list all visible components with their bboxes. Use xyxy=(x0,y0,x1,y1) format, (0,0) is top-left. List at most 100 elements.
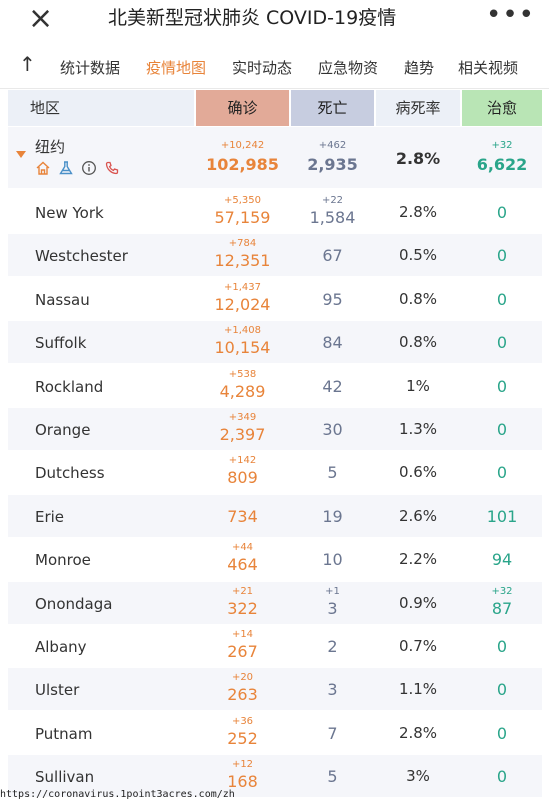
deaths-count: 30 xyxy=(322,420,343,439)
confirmed-delta: +44 xyxy=(231,542,254,554)
back-to-top-icon[interactable]: ↑ xyxy=(19,52,36,76)
county-name: Albany xyxy=(35,638,87,656)
confirmed-count: 10,154 xyxy=(214,338,271,358)
tab-outbreak-map[interactable]: 疫情地图 xyxy=(146,59,207,77)
county-name: Nassau xyxy=(35,290,90,309)
recovered-count: 87 xyxy=(491,598,513,618)
header-deaths[interactable]: 死亡 xyxy=(291,90,374,126)
recovered-count: 0 xyxy=(496,767,508,787)
confirmed-delta: +1,437 xyxy=(223,281,261,293)
table-row[interactable]: Monroe +44 464 10 2.2% 94 xyxy=(8,538,542,580)
fatality-rate: 1.3% xyxy=(398,420,438,438)
fatality-rate: 1.1% xyxy=(398,680,438,699)
recovered-count: 0 xyxy=(496,680,508,700)
confirmed-delta: +5,350 xyxy=(223,195,261,206)
table-row[interactable]: Ulster +20 263 3 1.1% 0 xyxy=(8,668,542,711)
table-row[interactable]: Westchester +784 12,351 67 0.5% 0 xyxy=(8,234,542,277)
confirmed-count: 252 xyxy=(227,728,258,748)
confirmed-count: 168 xyxy=(227,772,258,792)
table-row[interactable]: Erie 734 19 2.6% 101 xyxy=(8,494,542,537)
tab-trends[interactable]: 趋势 xyxy=(404,59,435,77)
table-row[interactable]: Albany +14 267 2 0.7% 0 xyxy=(8,625,542,667)
confirmed-delta: +142 xyxy=(228,455,257,467)
recovered-count: 0 xyxy=(496,289,508,309)
recovered-delta: +32 xyxy=(491,585,513,597)
confirmed-count: 464 xyxy=(227,555,258,575)
tab-emergency-supplies[interactable]: 应急物资 xyxy=(318,59,379,77)
confirmed-count: 322 xyxy=(227,598,258,618)
county-name: Orange xyxy=(35,421,91,439)
table-row[interactable]: Putnam +36 252 7 2.8% 0 xyxy=(8,712,542,754)
header-confirmed[interactable]: 确诊 xyxy=(196,90,289,126)
state-name: 纽约 xyxy=(35,138,66,156)
state-recovered: 6,622 xyxy=(476,155,528,174)
table-row[interactable]: Suffolk +1,408 10,154 84 0.8% 0 xyxy=(8,321,542,364)
state-deaths-delta: +462 xyxy=(318,140,347,151)
fatality-rate: 2.6% xyxy=(398,506,438,525)
header-fatality-rate[interactable]: 病死率 xyxy=(376,90,460,126)
deaths-count: 67 xyxy=(322,246,343,266)
info-icon[interactable] xyxy=(81,160,97,176)
deaths-count: 10 xyxy=(322,550,343,570)
top-bar: × 北美新型冠状肺炎 COVID-19疫情 ••• xyxy=(0,0,549,42)
tab-bar: ↑ 统计数据 疫情地图 实时动态 应急物资 趋势 相关视频 xyxy=(0,46,549,89)
recovered-count: 0 xyxy=(496,723,508,743)
recovered-count: 0 xyxy=(496,246,508,266)
county-name: Putnam xyxy=(35,724,93,743)
confirmed-delta: +12 xyxy=(231,759,254,771)
confirmed-delta: +1,408 xyxy=(223,325,261,337)
county-name: Ulster xyxy=(35,681,80,700)
fatality-rate: 3% xyxy=(406,767,430,786)
flask-icon[interactable] xyxy=(58,160,74,176)
confirmed-count: 12,024 xyxy=(214,294,271,314)
deaths-count: 7 xyxy=(327,723,338,743)
recovered-count: 101 xyxy=(486,506,518,526)
deaths-count: 95 xyxy=(322,289,343,309)
deaths-count: 1,584 xyxy=(309,208,356,227)
header-region[interactable]: 地区 xyxy=(8,90,194,126)
state-recovered-delta: +32 xyxy=(491,140,513,151)
tab-related-videos[interactable]: 相关视频 xyxy=(458,59,519,77)
table-row[interactable]: Rockland +538 4,289 42 1% 0 xyxy=(8,365,542,407)
table-row[interactable]: Sullivan +12 168 5 3% 0 xyxy=(8,755,542,798)
more-options-icon[interactable]: ••• xyxy=(486,0,536,30)
county-name: Dutchess xyxy=(35,464,105,483)
state-deaths: 2,935 xyxy=(307,155,358,174)
fatality-rate: 0.7% xyxy=(398,637,438,655)
confirmed-count: 263 xyxy=(227,685,258,705)
collapse-arrow-icon[interactable] xyxy=(16,151,26,158)
fatality-rate: 0.6% xyxy=(398,463,438,482)
deaths-count: 84 xyxy=(322,333,343,353)
table-row[interactable]: Nassau +1,437 12,024 95 0.8% 0 xyxy=(8,278,542,320)
confirmed-count: 12,351 xyxy=(214,251,271,271)
table-row[interactable]: Onondaga +21 322 +1 3 0.9% +32 87 xyxy=(8,581,542,624)
close-icon[interactable]: × xyxy=(28,1,54,36)
table-row[interactable]: Orange +349 2,397 30 1.3% 0 xyxy=(8,408,542,450)
phone-icon[interactable] xyxy=(104,160,120,176)
recovered-count: 0 xyxy=(496,333,508,353)
fatality-rate: 1% xyxy=(406,376,430,395)
recovered-count: 0 xyxy=(496,420,508,439)
home-icon[interactable] xyxy=(35,160,51,176)
header-recovered[interactable]: 治愈 xyxy=(462,90,542,126)
county-name: Erie xyxy=(35,507,65,526)
recovered-count: 0 xyxy=(496,463,508,483)
table-row[interactable]: New York +5,350 57,159 +22 1,584 2.8% 0 xyxy=(8,191,542,233)
source-url: https://coronavirus.1point3acres.com/zh xyxy=(0,789,235,800)
confirmed-count: 267 xyxy=(227,642,258,661)
state-icons xyxy=(35,160,120,176)
confirmed-count: 2,397 xyxy=(219,425,266,444)
state-fatality-rate: 2.8% xyxy=(395,149,441,168)
deaths-count: 42 xyxy=(322,376,343,396)
table-row[interactable]: Dutchess +142 809 5 0.6% 0 xyxy=(8,451,542,493)
county-name: Suffolk xyxy=(35,334,87,353)
tab-live-updates[interactable]: 实时动态 xyxy=(232,59,293,77)
tab-statistics[interactable]: 统计数据 xyxy=(60,59,121,77)
deaths-delta: +22 xyxy=(321,195,344,206)
confirmed-delta: +36 xyxy=(231,715,254,727)
fatality-rate: 2.8% xyxy=(398,723,438,742)
state-total-row[interactable]: 纽约 +10,242 102,985 +462 2,935 2.8% +32 6… xyxy=(8,127,542,188)
confirmed-delta: +20 xyxy=(231,672,254,684)
deaths-count: 2 xyxy=(327,637,338,656)
fatality-rate: 2.8% xyxy=(398,203,438,221)
